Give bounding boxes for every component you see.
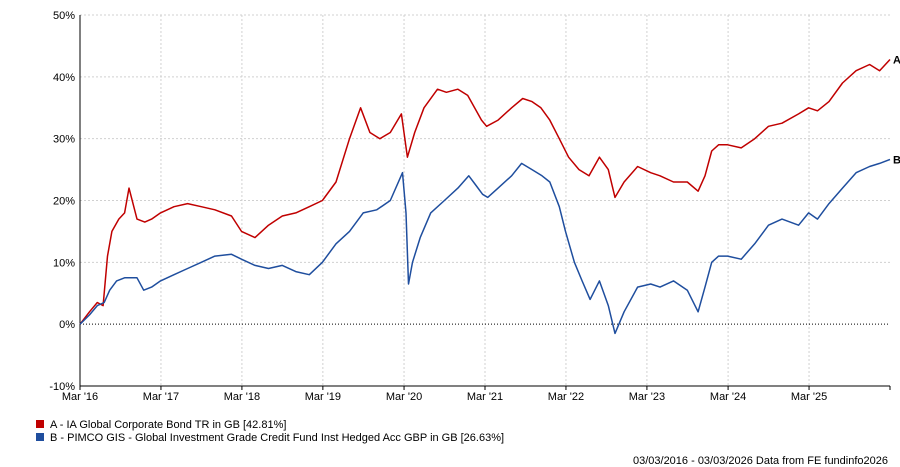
y-tick-label: 10%: [53, 257, 75, 269]
y-tick-label: 0%: [59, 319, 75, 331]
series-line-a: [79, 58, 891, 325]
x-tick-label: Mar '20: [386, 391, 422, 403]
x-tick-label: Mar '19: [305, 391, 341, 403]
y-tick-label: 30%: [53, 134, 75, 146]
x-tick-label: Mar '21: [467, 391, 503, 403]
series-end-label-b: B: [893, 155, 900, 167]
x-tick-label: Mar '25: [791, 391, 827, 403]
legend-label-a: A - IA Global Corporate Bond TR in GB [4…: [50, 419, 287, 431]
date-range-source-note: 03/03/2016 - 03/03/2026 Data from FE fun…: [632, 455, 888, 467]
series-end-label-a: A: [893, 54, 900, 66]
y-tick-label: 20%: [53, 196, 75, 208]
x-tick-label: Mar '17: [143, 391, 179, 403]
x-tick-label: Mar '18: [224, 391, 260, 403]
y-tick-label: 40%: [53, 72, 75, 84]
x-tick-label: Mar '16: [62, 391, 98, 403]
y-tick-label: -10%: [49, 381, 75, 393]
legend-item-a: A - IA Global Corporate Bond TR in GB [4…: [36, 419, 286, 432]
legend-swatch-b: [36, 433, 44, 442]
y-tick-label: 50%: [53, 10, 75, 22]
legend-swatch-a: [36, 420, 44, 429]
x-tick-label: Mar '22: [548, 391, 584, 403]
x-tick-label: Mar '24: [710, 391, 746, 403]
legend-label-b: B - PIMCO GIS - Global Investment Grade …: [50, 432, 505, 444]
performance-line-chart: 50% 40% 30% 20% 10% 0% -10%Mar '16 Mar '17 Mar '…: [49, 10, 900, 403]
x-tick-label: Mar '23: [629, 391, 665, 403]
legend-item-b: B - PIMCO GIS - Global Investment Grade …: [36, 432, 504, 445]
series-line-b: [79, 158, 891, 335]
